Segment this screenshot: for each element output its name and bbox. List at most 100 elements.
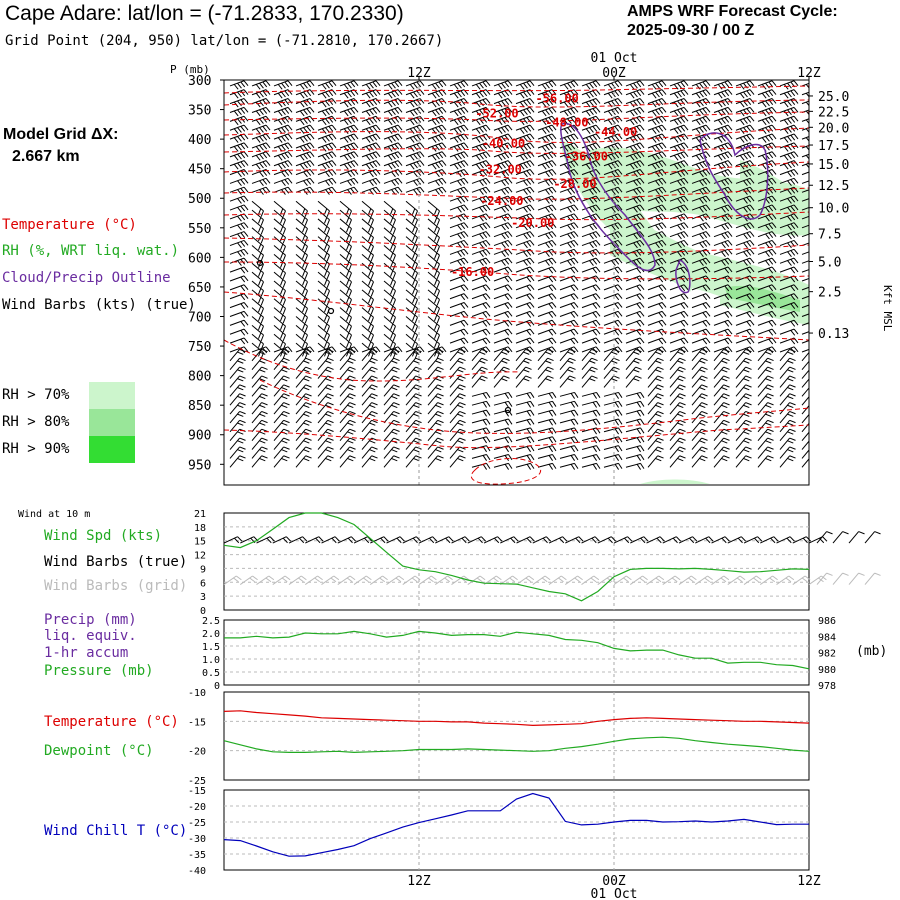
wind-barb — [647, 348, 664, 362]
wind-barb — [581, 337, 601, 345]
wind-barb — [537, 418, 557, 426]
wind-barb — [779, 293, 799, 301]
wind-barb — [273, 280, 286, 297]
pressure-tick-label-right: 986 — [818, 616, 836, 627]
wind-barb — [361, 402, 378, 415]
wind-barb — [515, 284, 535, 292]
wind-barb — [427, 280, 440, 297]
wind-barb — [273, 410, 290, 424]
wind-barb — [691, 375, 708, 388]
wind-barb — [559, 89, 579, 99]
wind-barb — [251, 151, 271, 161]
pressure-tick-label: 700 — [188, 310, 211, 325]
wind-barb — [735, 204, 755, 213]
wind-barb — [273, 357, 290, 371]
wind-barb — [251, 186, 271, 195]
wind-barb — [559, 266, 579, 274]
wind-barb — [727, 575, 746, 586]
wind-barb — [251, 366, 268, 379]
dewpoint-line — [223, 736, 810, 754]
forecast-cycle-value: 2025-09-30 / 00 Z — [627, 22, 755, 39]
wind-barb — [779, 437, 796, 450]
wind-barb — [757, 275, 777, 283]
wind-barb — [603, 284, 623, 292]
wind-barb — [251, 98, 271, 108]
wind-barb — [493, 204, 513, 213]
wind-barb — [471, 124, 491, 134]
wind-barb — [405, 271, 418, 288]
temperature-label: -48.00 — [545, 116, 588, 130]
wind-barb — [427, 455, 444, 468]
wind-barb — [427, 133, 447, 143]
calm-marker — [256, 259, 264, 267]
dewpoint-label: Dewpoint (°C) — [44, 743, 154, 759]
wind-barb — [273, 262, 286, 279]
wind-barb — [449, 231, 469, 240]
wind-barb — [559, 142, 579, 152]
wind-barb — [735, 393, 752, 406]
wind-barb — [630, 536, 649, 544]
wind-barb — [625, 409, 645, 417]
wind-barb — [662, 536, 682, 544]
wind-barb — [776, 575, 795, 586]
wind-barb — [713, 310, 733, 318]
wind-barb — [581, 106, 601, 117]
wind-barb — [691, 257, 711, 266]
wind-barb — [493, 160, 513, 170]
wind-barb — [581, 266, 601, 274]
wind-barb — [779, 168, 799, 178]
wind-barb — [273, 324, 286, 342]
wind-barb — [427, 437, 444, 450]
wind-barb — [801, 378, 809, 388]
wind-barb — [449, 384, 466, 397]
wind-barb — [405, 437, 422, 450]
wind-barb — [669, 293, 689, 301]
wind-barb — [713, 375, 730, 388]
wind-barb — [743, 575, 762, 586]
pressure-line — [224, 630, 810, 670]
wind-barb — [471, 160, 491, 170]
wind-barb — [757, 419, 774, 433]
wind-barb — [467, 536, 487, 544]
wind-barb — [317, 455, 334, 468]
wind-barb — [537, 436, 557, 444]
wind-barb — [295, 455, 312, 468]
wind-barb — [801, 295, 809, 300]
windchill-tick-label: -40 — [188, 866, 206, 877]
wind-barb — [321, 536, 340, 544]
wind-barb — [779, 375, 796, 388]
wind-barb — [801, 242, 809, 247]
wind-barb — [402, 536, 422, 544]
wind-barb — [449, 357, 466, 371]
wind-barb — [471, 151, 491, 161]
wind-barb — [493, 409, 513, 417]
wind-barb — [581, 319, 601, 327]
wind-barb — [273, 218, 286, 235]
wind-barb — [317, 115, 337, 126]
wind-barb — [801, 251, 809, 255]
wind-barb — [317, 245, 330, 262]
wind-barb — [669, 160, 689, 170]
wind-barb — [647, 375, 664, 388]
wind-barb — [603, 462, 623, 470]
wind-barb — [625, 427, 645, 435]
wind-barb — [757, 98, 777, 108]
wind-barb — [317, 357, 334, 371]
wind-barb — [532, 575, 551, 586]
wind-barb — [339, 437, 356, 450]
height-tick-label: 15.0 — [818, 158, 849, 173]
wind-barb — [603, 328, 623, 336]
time-tick-label-bottom: 12Z — [407, 874, 431, 889]
wind-barb — [669, 437, 686, 450]
wind-barb — [229, 410, 246, 424]
wind-barb — [603, 80, 623, 90]
wind-barb — [691, 222, 711, 231]
wind-barb — [402, 575, 421, 586]
wind-barb — [691, 302, 711, 309]
wind-barb — [559, 284, 579, 292]
wind-barb — [647, 124, 667, 134]
temperature-contour — [470, 458, 542, 485]
date-label-top: 01 Oct — [591, 51, 638, 66]
wind-barb — [229, 275, 249, 283]
wind-barb — [713, 319, 733, 327]
